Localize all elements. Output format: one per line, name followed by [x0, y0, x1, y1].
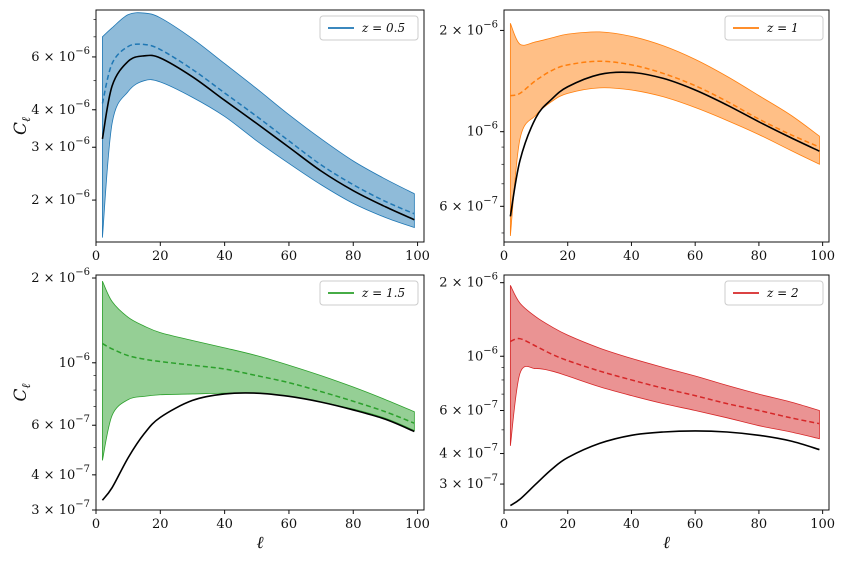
y-tick-label: 6 × 10−7: [31, 414, 90, 433]
panel-bottom-right: 0 20 40 60 80 100 3 × 10−7 4 × 10−7 6 × 10−7 10−6…: [439, 271, 835, 553]
x-tick-label: 80: [345, 517, 362, 532]
y-tick-label: 6 × 10−7: [439, 195, 498, 214]
x-tick-label: 60: [281, 517, 298, 532]
legend-box: [319, 15, 419, 41]
x-tick-label: 40: [216, 517, 233, 532]
legend-box: [724, 280, 824, 306]
axes-frame: [503, 9, 830, 243]
y-tick-label: 3 × 10−7: [439, 473, 498, 492]
y-tick-label: 4 × 10−6: [31, 98, 90, 117]
dashed-series-line: [510, 337, 820, 425]
x-tick-label: 20: [559, 517, 576, 532]
plot-area: [509, 285, 820, 507]
x-tick-label: 100: [810, 517, 835, 532]
x-axis-label: ℓ: [663, 533, 670, 553]
y-tick-label: 2 × 10−6: [31, 267, 90, 286]
y-tick-label: 3 × 10−6: [31, 136, 90, 155]
x-tick-label: 20: [152, 517, 169, 532]
y-tick-label: 10−6: [467, 345, 498, 364]
x-tick-label: 40: [623, 517, 640, 532]
x-tick-label: 20: [559, 249, 576, 264]
y-tick-label: 6 × 10−6: [31, 45, 90, 64]
legend-label: z = 2: [766, 286, 799, 300]
legend-label: z = 0.5: [361, 21, 405, 35]
panel-top-left: 0 20 40 60 80 100 2 × 10−6 3 × 10−6 4 × 10−6 6 × …: [11, 9, 430, 264]
axes-frame: [503, 274, 830, 511]
y-tick-label: 2 × 10−6: [31, 189, 90, 208]
x-tick-label: 60: [687, 517, 704, 532]
legend-box: [319, 280, 419, 306]
y-tick-label: 3 × 10−7: [31, 499, 90, 518]
solid-series-line: [101, 392, 415, 501]
y-tick-label: 4 × 10−7: [31, 463, 90, 482]
y-tick-label: 10−6: [59, 351, 90, 370]
legend-label: z = 1.5: [361, 286, 405, 300]
x-tick-label: 20: [152, 249, 169, 264]
dashed-series-line: [102, 342, 415, 424]
y-axis-label: Cℓ: [11, 383, 33, 401]
x-tick-label: 60: [281, 249, 298, 264]
dashed-series-line: [510, 60, 820, 148]
x-tick-label: 100: [810, 249, 835, 264]
error-band: [509, 285, 820, 446]
x-tick-label: 0: [500, 517, 508, 532]
x-tick-label: 0: [500, 249, 508, 264]
solid-series-line: [101, 54, 415, 221]
dashed-series-line: [101, 43, 415, 215]
x-tick-label: 80: [751, 249, 768, 264]
legend: z = 2: [724, 280, 824, 306]
solid-series-line: [509, 71, 820, 217]
x-tick-label: 60: [687, 249, 704, 264]
panel-bottom-left: 0 20 40 60 80 100 3 × 10−7 4 × 10−7 6 × 10−7 10−6…: [11, 267, 430, 553]
solid-series-line: [509, 430, 820, 507]
error-band: [102, 280, 415, 461]
y-tick-label: 10−6: [467, 120, 498, 139]
legend-box: [724, 15, 824, 41]
legend: z = 0.5: [319, 15, 419, 41]
x-tick-label: 80: [345, 249, 362, 264]
x-tick-label: 0: [92, 517, 100, 532]
axes-frame: [95, 274, 425, 511]
y-tick-label: 4 × 10−7: [439, 442, 498, 461]
axes-frame: [95, 9, 425, 243]
x-tick-label: 100: [405, 517, 430, 532]
plot-area: [101, 12, 415, 238]
x-tick-label: 80: [751, 517, 768, 532]
x-tick-label: 0: [92, 249, 100, 264]
y-tick-label: 6 × 10−7: [439, 399, 498, 418]
legend: z = 1.5: [319, 280, 419, 306]
legend-label: z = 1: [766, 21, 799, 35]
y-axis-label: Cℓ: [11, 117, 33, 135]
x-tick-label: 40: [623, 249, 640, 264]
plot-area: [101, 280, 415, 501]
x-tick-label: 100: [405, 249, 430, 264]
x-axis-label: ℓ: [256, 533, 263, 553]
panel-top-right: 0 20 40 60 80 100 6 × 10−7 10−6 2 × 10−6 z = 1: [439, 9, 835, 264]
legend: z = 1: [724, 15, 824, 41]
plot-area: [509, 23, 820, 236]
x-tick-label: 40: [216, 249, 233, 264]
error-band: [509, 23, 820, 236]
y-tick-label: 2 × 10−6: [439, 271, 498, 290]
y-tick-label: 2 × 10−6: [439, 19, 498, 38]
